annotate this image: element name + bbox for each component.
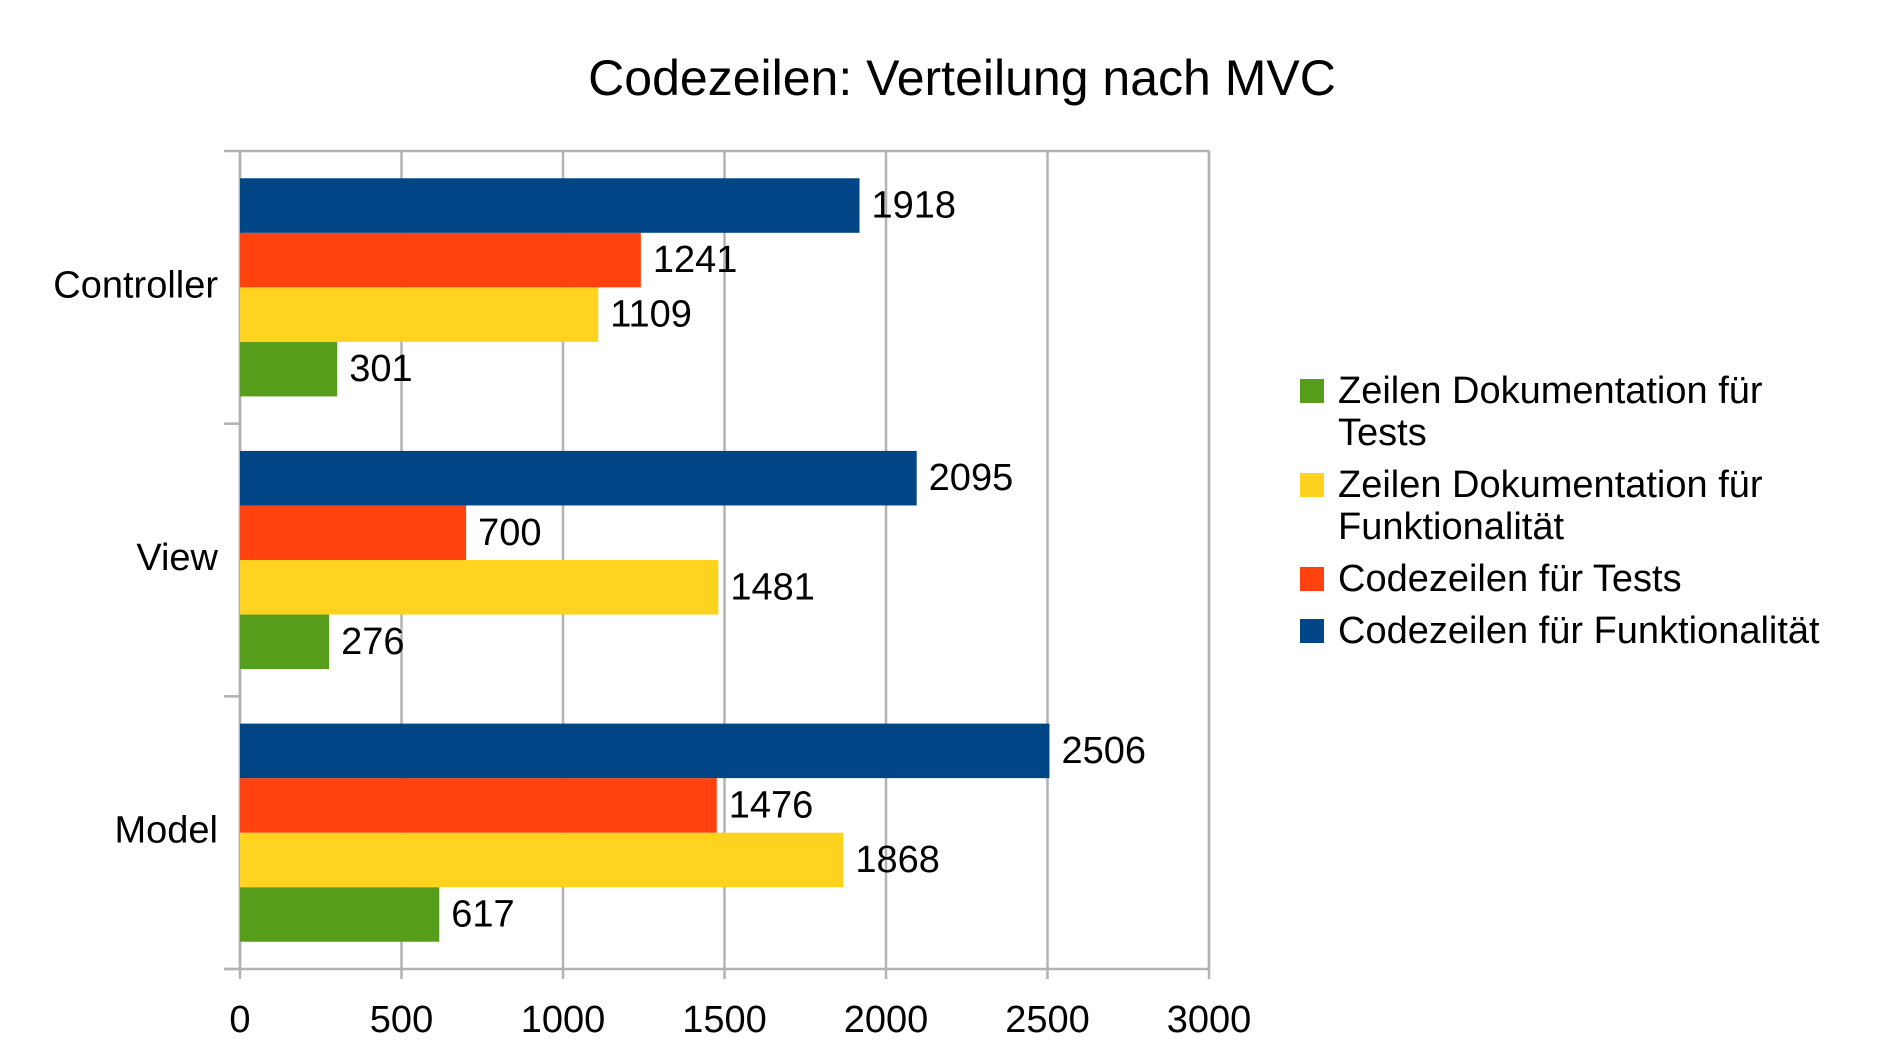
legend-swatch bbox=[1300, 379, 1324, 403]
legend-item: Codezeilen für Funktionalität bbox=[1300, 610, 1860, 652]
data-label: 1241 bbox=[653, 239, 738, 281]
legend-swatch bbox=[1300, 619, 1324, 643]
bar bbox=[240, 887, 440, 942]
bar bbox=[240, 287, 599, 342]
data-label: 1918 bbox=[872, 185, 957, 227]
legend-label: Zeilen Dokumentation für Funktionalität bbox=[1338, 464, 1763, 548]
data-label: 2506 bbox=[1061, 730, 1146, 772]
bar bbox=[240, 614, 330, 670]
data-label: 1868 bbox=[855, 839, 940, 881]
data-label: 276 bbox=[341, 621, 404, 663]
x-tick-label: 500 bbox=[370, 999, 433, 1041]
bar bbox=[240, 505, 467, 560]
bar bbox=[240, 178, 860, 233]
bar bbox=[240, 450, 917, 506]
legend-label: Zeilen Dokumentation für Tests bbox=[1338, 370, 1763, 454]
data-label: 1476 bbox=[729, 784, 814, 826]
legend-label: Codezeilen für Tests bbox=[1338, 558, 1682, 600]
bar bbox=[240, 723, 1050, 779]
y-tick-label: Controller bbox=[53, 264, 218, 306]
x-tick-label: 3000 bbox=[1167, 999, 1252, 1041]
legend-swatch bbox=[1300, 473, 1324, 497]
bar bbox=[240, 232, 641, 288]
data-label: 617 bbox=[451, 893, 514, 935]
x-tick-label: 1500 bbox=[682, 999, 767, 1041]
bar bbox=[240, 341, 338, 397]
legend-item: Zeilen Dokumentation für Funktionalität bbox=[1300, 464, 1860, 548]
y-tick-label: View bbox=[136, 537, 218, 579]
legend-item: Zeilen Dokumentation für Tests bbox=[1300, 370, 1860, 454]
bar bbox=[240, 560, 719, 615]
bar bbox=[240, 832, 844, 888]
data-label: 1481 bbox=[730, 566, 815, 608]
x-tick-label: 0 bbox=[229, 999, 250, 1041]
chart-title: Codezeilen: Verteilung nach MVC bbox=[588, 50, 1336, 106]
legend-swatch bbox=[1300, 567, 1324, 591]
y-tick-label: Model bbox=[115, 810, 219, 852]
x-tick-label: 2500 bbox=[1005, 999, 1090, 1041]
data-label: 2095 bbox=[929, 457, 1014, 499]
legend: Zeilen Dokumentation für Tests Zeilen Dok… bbox=[1300, 370, 1860, 662]
bar bbox=[240, 778, 717, 833]
legend-item: Codezeilen für Tests bbox=[1300, 558, 1860, 600]
data-label: 301 bbox=[349, 348, 412, 390]
x-tick-label: 1000 bbox=[521, 999, 606, 1041]
data-label: 700 bbox=[478, 512, 541, 554]
legend-label: Codezeilen für Funktionalität bbox=[1338, 610, 1820, 652]
x-tick-label: 2000 bbox=[844, 999, 929, 1041]
data-label: 1109 bbox=[610, 294, 692, 336]
